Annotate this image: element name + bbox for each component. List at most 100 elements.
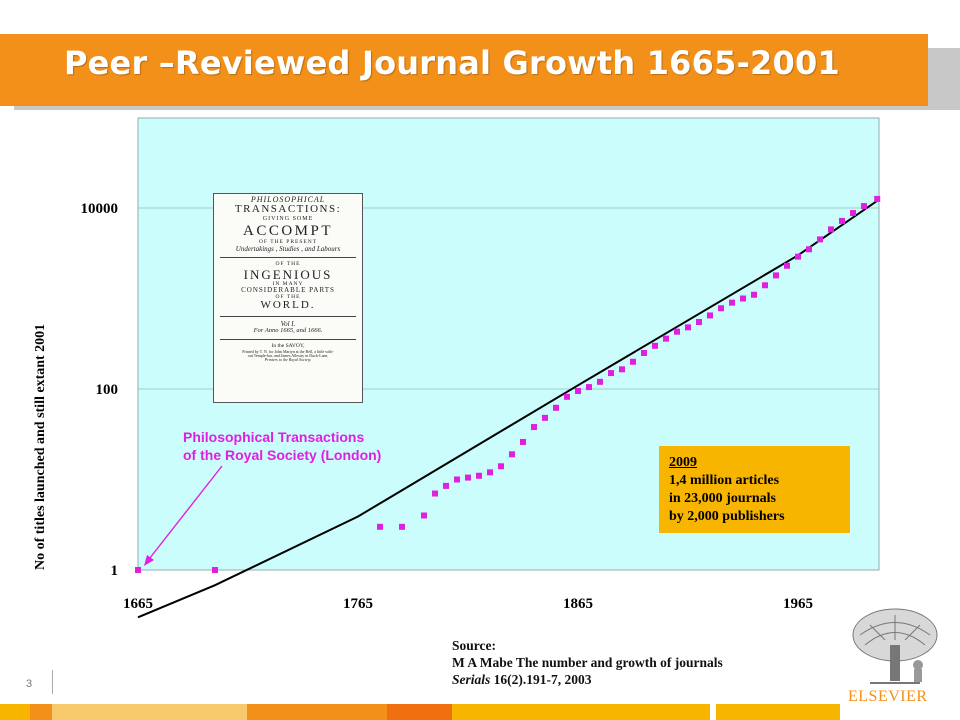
data-point (740, 295, 746, 302)
data-point (377, 523, 383, 530)
cover-rule (220, 339, 356, 341)
cover-line: Printed by T. N. for John Martyn at the … (242, 348, 334, 354)
cover-line: OF THE (275, 261, 301, 268)
data-point (817, 236, 823, 243)
data-point (498, 463, 504, 470)
data-point (806, 246, 812, 253)
slide-number-divider (52, 670, 53, 694)
source-label: Source: (452, 638, 496, 653)
data-point (443, 482, 449, 489)
data-point (795, 253, 801, 260)
trend-line (137, 199, 878, 619)
data-point (553, 404, 559, 411)
slide-title: Peer –Reviewed Journal Growth 1665-2001 (64, 44, 840, 82)
data-point (663, 335, 669, 342)
data-point (619, 366, 625, 373)
data-point (762, 282, 768, 289)
info-line: by 2,000 publishers (669, 509, 785, 524)
data-points (135, 195, 881, 573)
data-point (652, 342, 658, 349)
data-point (586, 384, 592, 391)
cover-line: out Temple-bar, and James Allestry in Du… (247, 353, 329, 359)
data-point (564, 393, 570, 400)
cover-rule (220, 315, 356, 317)
data-point (718, 305, 724, 312)
y-tick-label: 1 (111, 563, 119, 579)
x-tick-label: 1965 (783, 596, 813, 612)
data-point (729, 299, 735, 306)
cover-line: WORLD. (260, 299, 316, 312)
data-point (520, 438, 526, 445)
annotation-phil-trans-line1: Philosophical Transactions (183, 429, 364, 445)
data-point (696, 318, 702, 325)
cover-line: For Anno 1665, and 1666. (253, 327, 323, 335)
y-tick-labels: 1 100 10000 (81, 201, 119, 579)
y-tick-label: 10000 (81, 201, 119, 217)
x-tick-labels: 1665 1765 1865 1965 (123, 596, 813, 612)
data-point (476, 472, 482, 479)
data-point (707, 312, 713, 319)
data-point (212, 567, 218, 573)
source-line: M A Mabe The number and growth of journa… (452, 655, 723, 670)
data-point (685, 324, 691, 331)
data-point (839, 217, 845, 224)
info-line: 1,4 million articles (669, 473, 780, 488)
info-year: 2009 (669, 455, 697, 470)
annotation-arrow (145, 465, 223, 564)
cover-line: TRANSACTIONS: (234, 203, 342, 216)
cover-line: ACCOMPT (242, 223, 334, 240)
x-tick-label: 1665 (123, 596, 153, 612)
data-point (784, 262, 790, 269)
cover-line: In the SAVOY, (271, 343, 305, 350)
source-line-2: Serials 16(2).191-7, 2003 (452, 671, 723, 688)
data-point (531, 424, 537, 431)
cover-line: OF THE PRESENT (258, 238, 318, 245)
cover-line: PHILOSOPHICAL (250, 195, 326, 204)
arrow-head-icon (144, 555, 154, 566)
data-point (630, 358, 636, 365)
data-point (454, 476, 460, 483)
info-line: in 23,000 journals (669, 491, 776, 506)
data-point (773, 272, 779, 279)
info-box: 2009 1,4 million articles in 23,000 jour… (659, 446, 850, 533)
data-point (487, 469, 493, 476)
data-point (465, 474, 471, 481)
trend-line-group (137, 199, 878, 619)
slide-number: 3 (26, 678, 33, 690)
footer-strip (0, 704, 840, 720)
cover-line: GIVING SOME (262, 215, 314, 222)
data-point (421, 512, 427, 519)
y-axis-label: No of titles launched and still extant 2… (33, 324, 48, 570)
elsevier-tree-logo (840, 605, 950, 685)
elsevier-wordmark: ELSEVIER (848, 688, 928, 705)
cover-rule (220, 257, 356, 259)
data-point (597, 378, 603, 385)
cover-line: INGENIOUS (243, 266, 333, 282)
data-point (399, 523, 405, 530)
cover-line: Printers to the Royal Society. (264, 357, 312, 363)
data-point (432, 490, 438, 497)
data-point (874, 195, 881, 202)
title-bar (0, 34, 928, 106)
cover-line: CONSIDERABLE PARTS (241, 286, 335, 295)
data-point (575, 388, 581, 395)
journal-cover-image: PHILOSOPHICAL TRANSACTIONS: GIVING SOME … (213, 193, 363, 403)
data-point (542, 414, 548, 421)
cover-line: Undertakings , Studies , and Labours (235, 244, 341, 253)
data-point (850, 210, 856, 217)
data-point (641, 349, 647, 356)
data-point (751, 291, 757, 298)
data-point (509, 451, 515, 458)
data-point (674, 328, 680, 335)
source-journal: Serials (452, 672, 491, 687)
cover-line: IN MANY (272, 280, 304, 287)
source-citation: Source: M A Mabe The number and growth o… (452, 637, 723, 688)
annotation-phil-trans-line2: of the Royal Society (London) (183, 447, 381, 463)
x-tick-label: 1765 (343, 596, 373, 612)
data-point (608, 370, 614, 377)
cover-line: OF THE (275, 293, 301, 300)
data-point (861, 203, 867, 210)
cover-line: Vol I. (280, 319, 296, 328)
source-citation-detail: 16(2).191-7, 2003 (490, 672, 592, 687)
